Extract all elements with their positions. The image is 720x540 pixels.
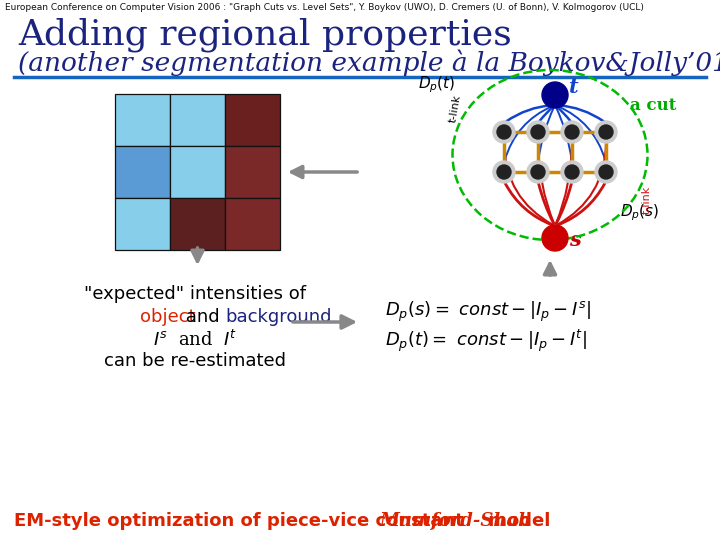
Bar	[170, 94, 225, 146]
Circle shape	[565, 125, 579, 139]
Text: t-link: t-link	[448, 94, 462, 123]
Text: and: and	[180, 308, 225, 326]
Circle shape	[497, 125, 511, 139]
Bar	[115, 198, 170, 250]
Circle shape	[531, 125, 545, 139]
Circle shape	[565, 165, 579, 179]
Bar	[170, 198, 225, 250]
Text: can be re-estimated: can be re-estimated	[104, 352, 286, 370]
Bar	[225, 94, 280, 146]
Text: $D_p(s)$: $D_p(s)$	[620, 202, 660, 224]
Text: $D_p(s) = \ \mathit{const} - |I_p - I^s|$: $D_p(s) = \ \mathit{const} - |I_p - I^s|…	[385, 300, 591, 324]
Text: t: t	[569, 77, 579, 97]
Text: $I^s$  and  $I^t$: $I^s$ and $I^t$	[153, 330, 237, 350]
Text: (another segmentation example à la Boykov&Jolly’01): (another segmentation example à la Boyko…	[18, 50, 720, 77]
Text: European Conference on Computer Vision 2006 : "Graph Cuts vs. Level Sets", Y. Bo: European Conference on Computer Vision 2…	[5, 3, 644, 12]
Text: Mumford-Shah: Mumford-Shah	[380, 512, 532, 530]
Text: background: background	[225, 308, 331, 326]
Text: a cut: a cut	[630, 97, 676, 113]
Bar	[225, 198, 280, 250]
Circle shape	[531, 165, 545, 179]
Text: model: model	[482, 512, 550, 530]
Text: t-link: t-link	[642, 186, 652, 214]
Text: Adding regional properties: Adding regional properties	[18, 17, 512, 51]
Circle shape	[527, 161, 549, 183]
Circle shape	[599, 125, 613, 139]
Circle shape	[561, 161, 583, 183]
Circle shape	[542, 225, 568, 251]
Text: "expected" intensities of: "expected" intensities of	[84, 285, 306, 303]
Text: EM-style optimization of piece-vice constant: EM-style optimization of piece-vice cons…	[14, 512, 470, 530]
Circle shape	[527, 121, 549, 143]
Circle shape	[561, 121, 583, 143]
Bar	[225, 146, 280, 198]
Text: $D_p(t)$: $D_p(t)$	[418, 75, 455, 95]
Text: s: s	[569, 230, 581, 250]
Bar	[170, 146, 225, 198]
Circle shape	[542, 82, 568, 108]
Text: $D_p(t) = \ \mathit{const} - |I_p - I^t|$: $D_p(t) = \ \mathit{const} - |I_p - I^t|…	[385, 328, 587, 354]
Circle shape	[493, 121, 515, 143]
Text: object: object	[140, 308, 196, 326]
Circle shape	[595, 161, 617, 183]
Circle shape	[497, 165, 511, 179]
Circle shape	[493, 161, 515, 183]
Bar	[115, 94, 170, 146]
Bar	[115, 146, 170, 198]
Circle shape	[599, 165, 613, 179]
Circle shape	[595, 121, 617, 143]
